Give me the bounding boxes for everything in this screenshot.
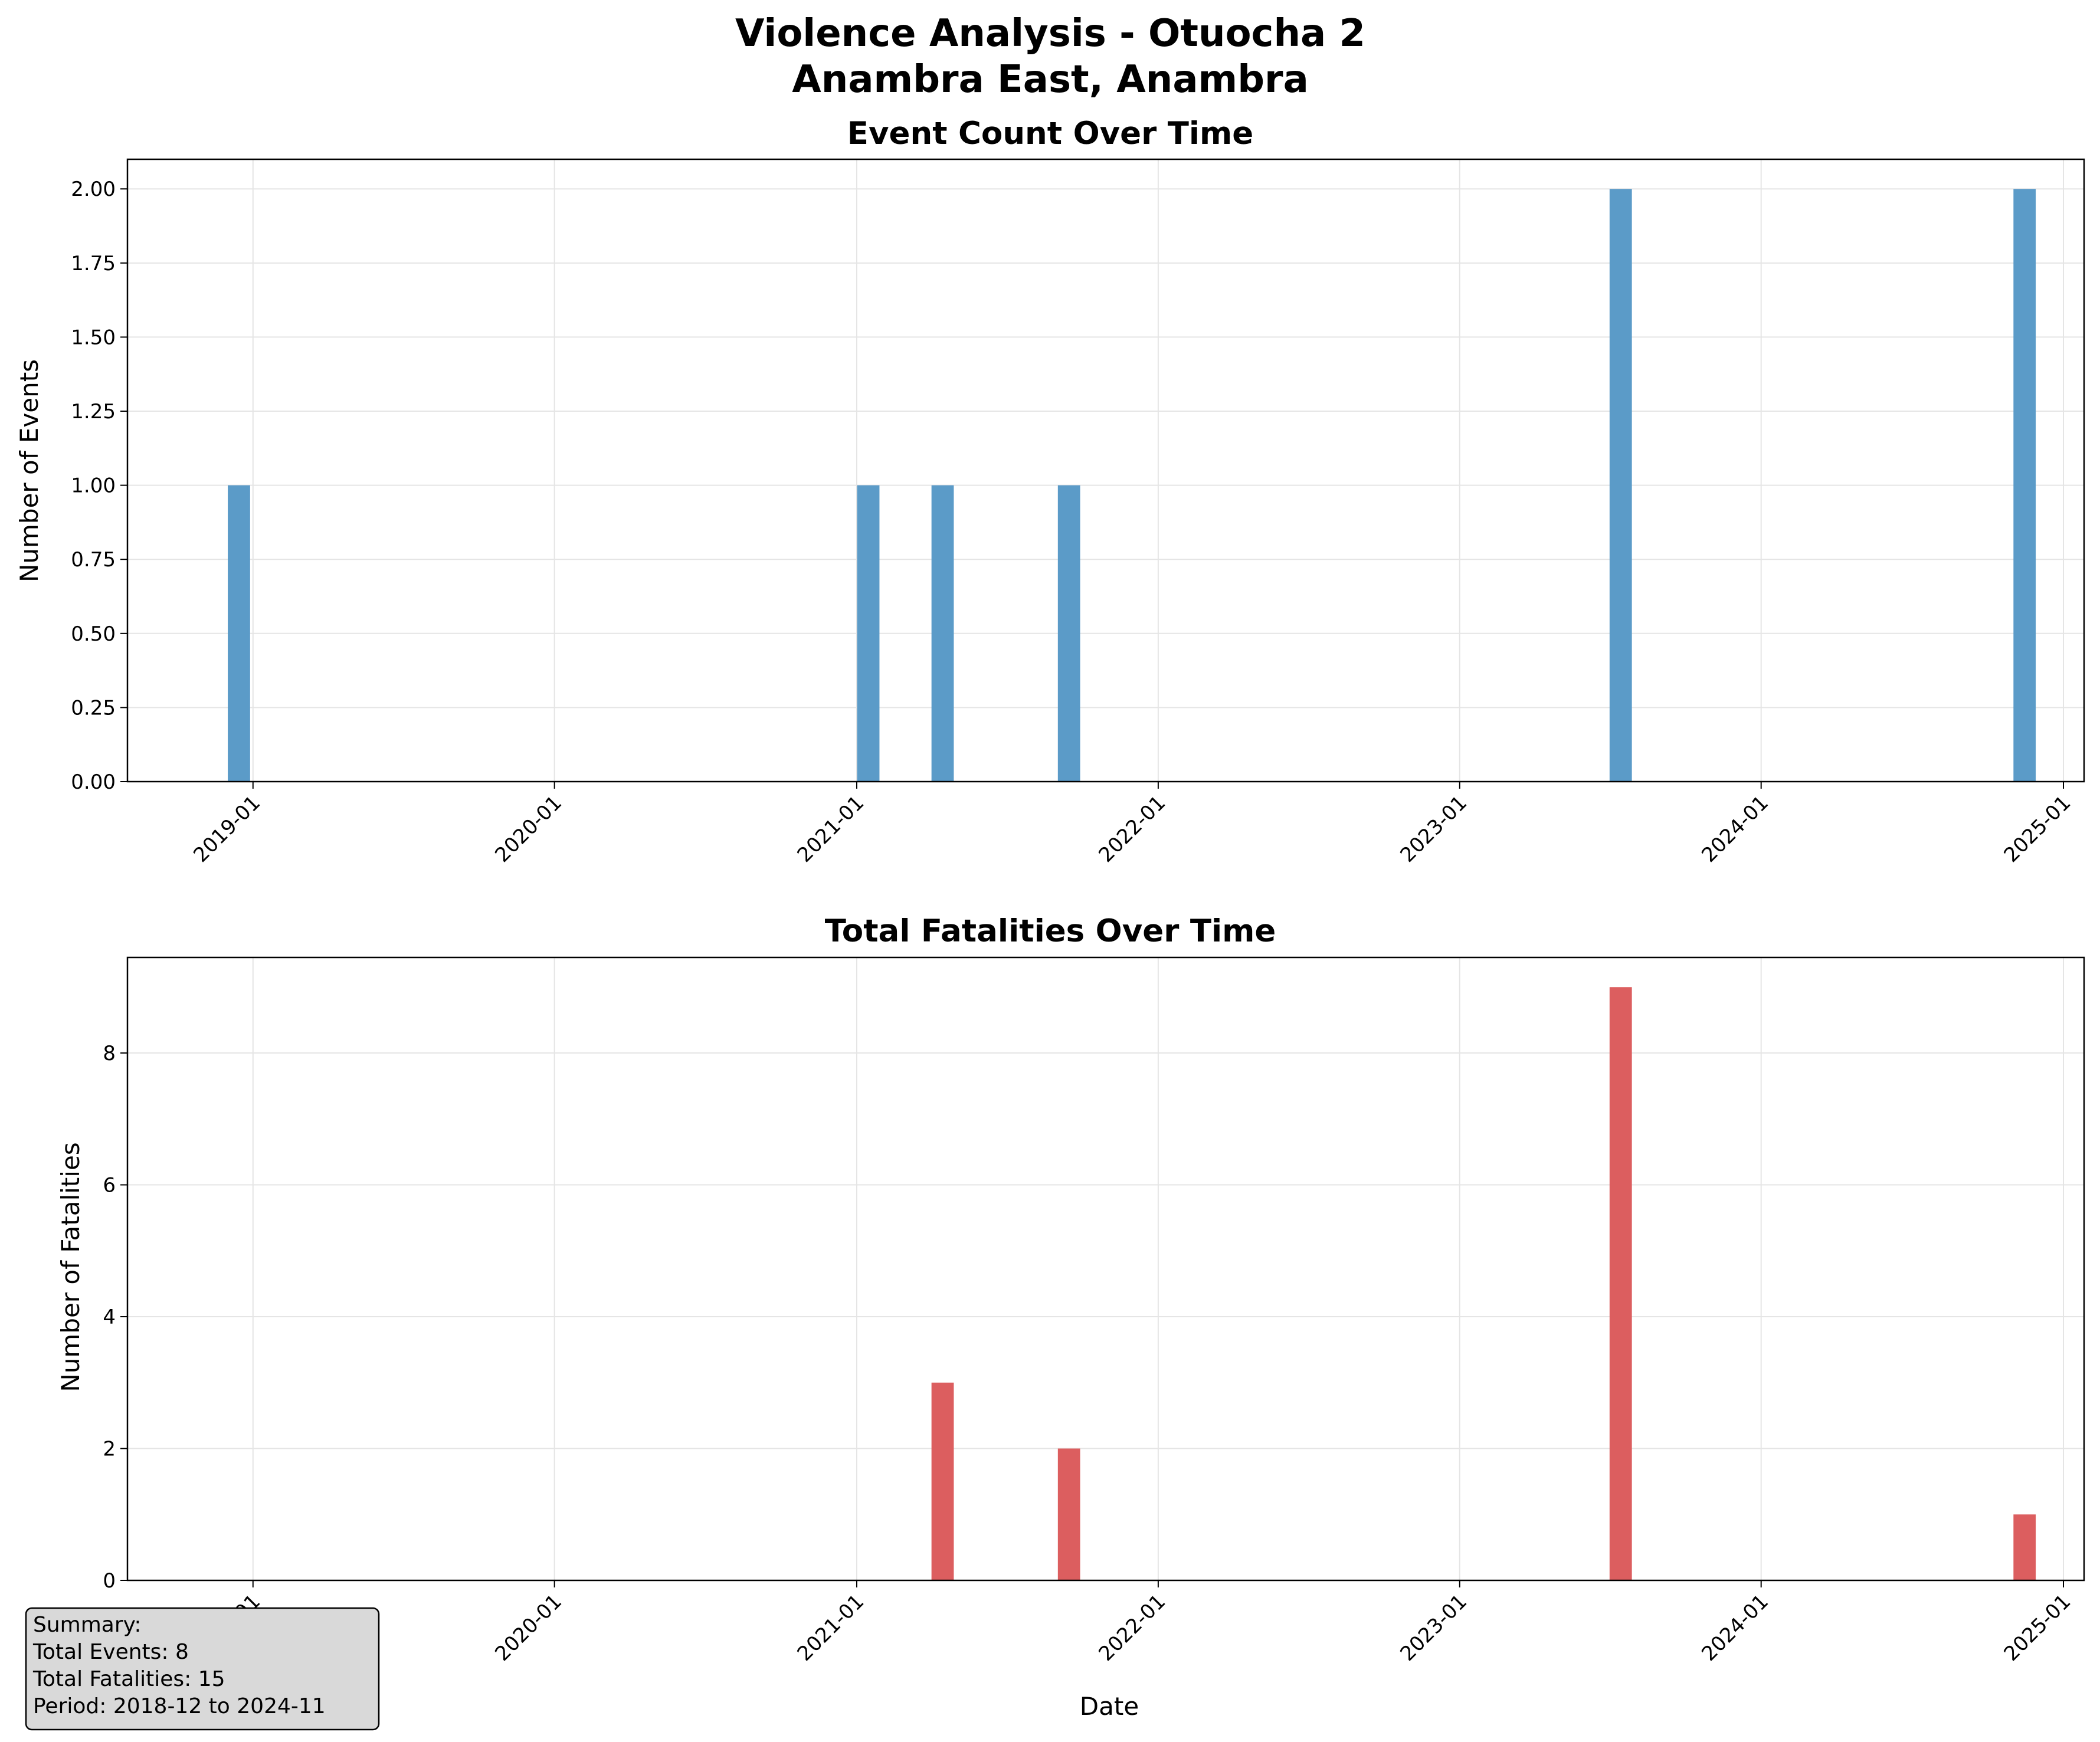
fatalities-y-tick-label: 8 bbox=[103, 1042, 116, 1065]
fatalities-x-axis-label: Date bbox=[1080, 1692, 1139, 1721]
fatalities-y-tick-label: 6 bbox=[103, 1174, 116, 1198]
summary-box: Summary: Total Events: 8 Total Fatalitie… bbox=[25, 1607, 380, 1731]
event-count-bar-2024-11 bbox=[2013, 189, 2036, 782]
event-count-bar-2023-07 bbox=[1609, 189, 1632, 782]
event-count-chart-title: Event Count Over Time bbox=[847, 116, 1253, 152]
summary-box-background bbox=[25, 1607, 380, 1731]
summary-total-fatalities: Total Fatalities: 15 bbox=[32, 1667, 225, 1691]
event-count-y-tick-label: 0.00 bbox=[71, 770, 116, 794]
event-count-y-tick-label: 1.75 bbox=[71, 252, 116, 275]
fatalities-bar-2024-11 bbox=[2013, 1514, 2036, 1580]
event-count-y-tick-label: 1.50 bbox=[71, 326, 116, 349]
fatalities-y-tick-label: 2 bbox=[103, 1438, 116, 1461]
event-count-y-axis-label: Number of Events bbox=[15, 359, 44, 582]
event-count-bar-2018-12 bbox=[228, 485, 250, 782]
event-count-bar-2021-01 bbox=[857, 485, 880, 782]
fatalities-chart-title: Total Fatalities Over Time bbox=[825, 913, 1276, 949]
event-count-bar-2021-09 bbox=[1057, 485, 1080, 782]
fatalities-axes-frame bbox=[126, 956, 2085, 1582]
event-count-chart: Event Count Over Time 2019-01 2020-01 2021… bbox=[15, 116, 2085, 867]
summary-total-events: Total Events: 8 bbox=[32, 1640, 189, 1664]
fatalities-y-tick-label: 4 bbox=[103, 1305, 116, 1329]
summary-heading: Summary: bbox=[33, 1613, 141, 1637]
event-count-y-tick-label: 2.00 bbox=[71, 178, 116, 201]
event-count-y-tick-label: 0.25 bbox=[71, 696, 116, 720]
event-count-y-tick-label: 0.50 bbox=[71, 622, 116, 646]
fatalities-bars bbox=[931, 987, 2036, 1580]
fatalities-bar-2023-07 bbox=[1609, 987, 1632, 1580]
event-count-bars bbox=[228, 189, 2036, 782]
fatalities-y-tick-label: 0 bbox=[103, 1569, 116, 1593]
figure-title-line1: Violence Analysis - Otuocha 2 bbox=[735, 12, 1365, 55]
event-count-y-tick-label: 1.00 bbox=[71, 474, 116, 498]
fatalities-bar-2021-04 bbox=[931, 1382, 954, 1580]
event-count-y-tick-label: 0.75 bbox=[71, 548, 116, 572]
event-count-y-tick-label: 1.25 bbox=[71, 400, 116, 424]
fatalities-y-axis-label: Number of Fatalities bbox=[56, 1142, 85, 1392]
figure-title-line2: Anambra East, Anambra bbox=[792, 58, 1309, 101]
event-count-axes-frame bbox=[126, 158, 2085, 783]
event-count-bar-2021-04 bbox=[931, 485, 954, 782]
summary-period: Period: 2018-12 to 2024-11 bbox=[33, 1694, 326, 1718]
fatalities-bar-2021-09 bbox=[1057, 1448, 1080, 1580]
